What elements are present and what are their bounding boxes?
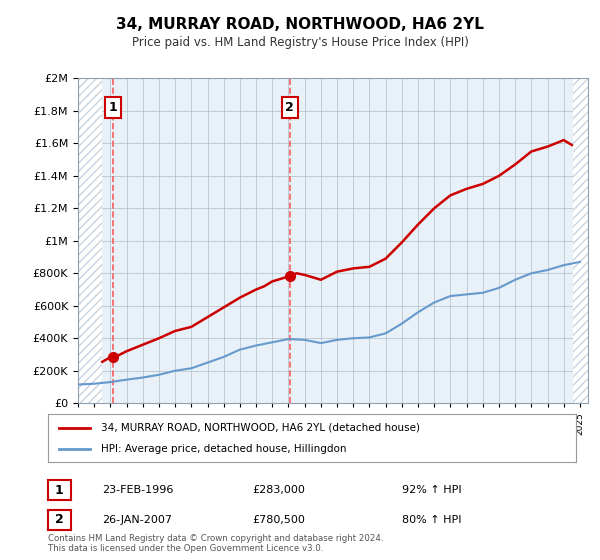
Text: £283,000: £283,000 (252, 485, 305, 495)
Bar (78, 78, 102, 403)
Bar (574, 78, 588, 403)
Text: Contains HM Land Registry data © Crown copyright and database right 2024.
This d: Contains HM Land Registry data © Crown c… (48, 534, 383, 553)
Text: 92% ↑ HPI: 92% ↑ HPI (402, 485, 461, 495)
Text: 1: 1 (55, 483, 64, 497)
Text: £780,500: £780,500 (252, 515, 305, 525)
Text: 2: 2 (286, 101, 294, 114)
Text: Price paid vs. HM Land Registry's House Price Index (HPI): Price paid vs. HM Land Registry's House … (131, 36, 469, 49)
Text: 34, MURRAY ROAD, NORTHWOOD, HA6 2YL: 34, MURRAY ROAD, NORTHWOOD, HA6 2YL (116, 17, 484, 32)
Text: 1: 1 (109, 101, 117, 114)
Bar (78, 78, 102, 403)
Text: 80% ↑ HPI: 80% ↑ HPI (402, 515, 461, 525)
Text: 23-FEB-1996: 23-FEB-1996 (102, 485, 173, 495)
Text: 34, MURRAY ROAD, NORTHWOOD, HA6 2YL (detached house): 34, MURRAY ROAD, NORTHWOOD, HA6 2YL (det… (101, 423, 420, 433)
Text: HPI: Average price, detached house, Hillingdon: HPI: Average price, detached house, Hill… (101, 444, 346, 454)
Text: 26-JAN-2007: 26-JAN-2007 (102, 515, 172, 525)
Text: 2: 2 (55, 513, 64, 526)
